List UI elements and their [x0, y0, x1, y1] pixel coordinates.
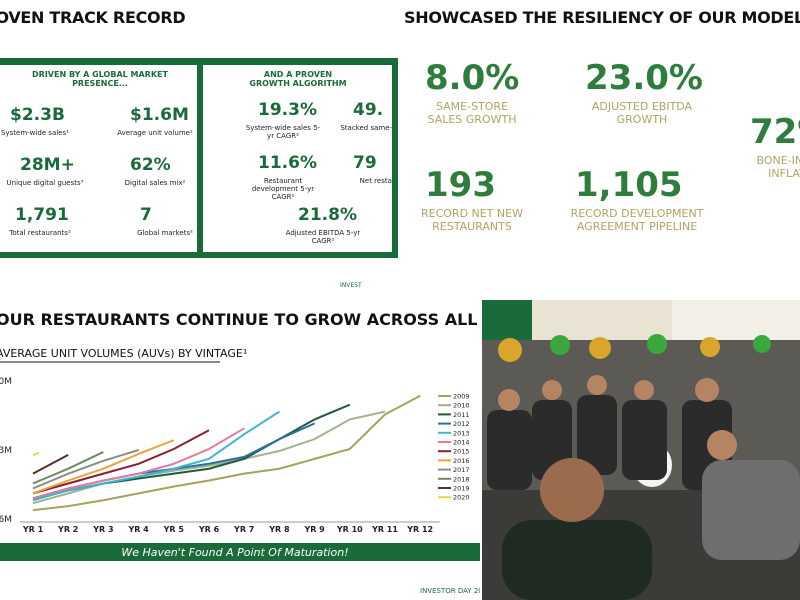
panel-heading: AND A PROVEN GROWTH ALGORITHM — [249, 70, 347, 88]
series-line — [32, 451, 104, 485]
legend-label: 2017 — [453, 466, 470, 474]
metric-value: 1,105 — [575, 165, 683, 205]
panel-heading: DRIVEN BY A GLOBAL MARKET PRESENCE... — [32, 70, 168, 88]
legend-label: 2009 — [453, 393, 470, 401]
x-tick-label: YR 12 — [406, 525, 433, 534]
metric-label: BONE-IN WING INFLATION — [756, 154, 800, 180]
menu-panel — [672, 300, 800, 340]
y-tick-label: $1.3M — [0, 446, 12, 456]
series-line — [32, 439, 175, 495]
x-tick-label: YR 1 — [22, 525, 44, 534]
slide-title: PROVEN TRACK RECORD — [0, 8, 186, 27]
metric-value: $1.6M — [130, 105, 189, 125]
menu-panel — [482, 300, 532, 340]
y-tick-label: $0.6M — [0, 515, 12, 525]
x-tick-label: YR 2 — [57, 525, 78, 534]
balloon — [550, 335, 570, 355]
metric-value: 49. — [353, 100, 384, 120]
metric-label: System-wide sales 5-yr CAGR² — [245, 124, 321, 140]
metric-value: 62% — [130, 155, 171, 175]
metric-value: 79 — [353, 153, 377, 173]
balloon — [589, 337, 611, 359]
x-tick-label: YR 3 — [92, 525, 113, 534]
metric-value: 21.8% — [298, 205, 357, 225]
panel-right: AND A PROVEN GROWTH ALGORITHM 19.3% Syste… — [203, 65, 392, 252]
series-line — [32, 451, 40, 456]
metric-value: 193 — [425, 165, 496, 205]
metric-value: 11.6% — [258, 153, 317, 173]
series-line — [32, 454, 69, 475]
slide-title: SHOWCASED THE RESILIENCY OF OUR MODEL — [404, 8, 800, 27]
metric-label: Total restaurants² — [9, 229, 71, 237]
metric-label: Adjusted EBITDA 5-yr CAGR² — [285, 229, 361, 245]
metric-value: 28M+ — [20, 155, 75, 175]
chart-title: OUR RESTAURANTS CONTINUE TO GROW ACROSS … — [0, 310, 480, 329]
chart-slide: OUR RESTAURANTS CONTINUE TO GROW ACROSS … — [0, 290, 480, 600]
balloon — [498, 338, 522, 362]
y-tick-label: $2.0M — [0, 377, 12, 387]
panel-left: DRIVEN BY A GLOBAL MARKET PRESENCE... $2… — [0, 65, 197, 252]
people — [487, 395, 800, 600]
balloon — [753, 335, 771, 353]
metric-value: 1,791 — [15, 205, 69, 225]
x-tick-label: YR 7 — [233, 525, 254, 534]
legend-label: 2015 — [453, 448, 470, 456]
metric-label: ADJUSTED EBITDA GROWTH — [591, 100, 693, 126]
balloon — [700, 337, 720, 357]
series-line — [32, 427, 245, 500]
x-tick-label: YR 8 — [268, 525, 290, 534]
balloon — [647, 334, 667, 354]
chart-subtitle: AVERAGE UNIT VOLUMES (AUVs) BY VINTAGE¹ — [0, 347, 247, 360]
metric-label: RECORD DEVELOPMENT AGREEMENT PIPELINE — [570, 207, 704, 233]
footer: INVESTOR DAY 2022 — [420, 587, 480, 595]
x-tick-label: YR 11 — [371, 525, 398, 534]
x-tick-label: YR 4 — [127, 525, 149, 534]
metric-label: Net restau — [359, 177, 392, 185]
metric-label: Digital sales mix² — [124, 179, 186, 187]
faces — [498, 375, 737, 522]
banner-text: We Haven't Found A Point Of Maturation! — [121, 546, 348, 559]
legend-label: 2012 — [453, 420, 470, 428]
series-line — [32, 410, 280, 502]
metric-label: RECORD NET NEW RESTAURANTS — [421, 207, 523, 233]
metric-label: System-wide sales¹ — [1, 129, 69, 137]
metric-value: 72% — [750, 112, 800, 152]
metric-value: 19.3% — [258, 100, 317, 120]
metric-label: Average unit volume² — [117, 129, 193, 137]
metric-label: Stacked same-store s — [340, 124, 392, 132]
team-photo — [482, 300, 800, 600]
x-tick-label: YR 5 — [163, 525, 185, 534]
banner — [0, 543, 480, 561]
metric-value: 7 — [140, 205, 152, 225]
metric-label: Global markets² — [137, 229, 193, 237]
x-tick-label: YR 6 — [198, 525, 220, 534]
metric-label: Restaurant development 5-yr CAGR² — [251, 177, 315, 201]
slide-track-record: PROVEN TRACK RECORD DRIVEN BY A GLOBAL M… — [0, 0, 400, 290]
footer: INVEST — [340, 282, 362, 289]
legend-label: 2020 — [453, 494, 470, 502]
legend-label: 2016 — [453, 457, 470, 465]
metric-label: Unique digital guests³ — [6, 179, 84, 187]
series-line — [32, 394, 421, 512]
slide-resiliency: SHOWCASED THE RESILIENCY OF OUR MODEL 8.… — [400, 0, 800, 290]
metric-value: 23.0% — [585, 58, 703, 98]
legend-label: 2013 — [453, 429, 470, 437]
metric-value: 8.0% — [425, 58, 520, 98]
metric-value: $2.3B — [10, 105, 65, 125]
legend-label: 2019 — [453, 485, 470, 493]
x-tick-label: YR 9 — [303, 525, 325, 534]
legend-label: 2011 — [453, 411, 470, 419]
legend-label: 2010 — [453, 402, 470, 410]
legend-label: 2014 — [453, 439, 470, 447]
legend-label: 2018 — [453, 475, 470, 483]
series-line — [32, 429, 210, 495]
x-tick-label: YR 10 — [336, 525, 363, 534]
series-line — [32, 449, 139, 490]
metric-label: SAME-STORE SALES GROWTH — [427, 100, 517, 126]
